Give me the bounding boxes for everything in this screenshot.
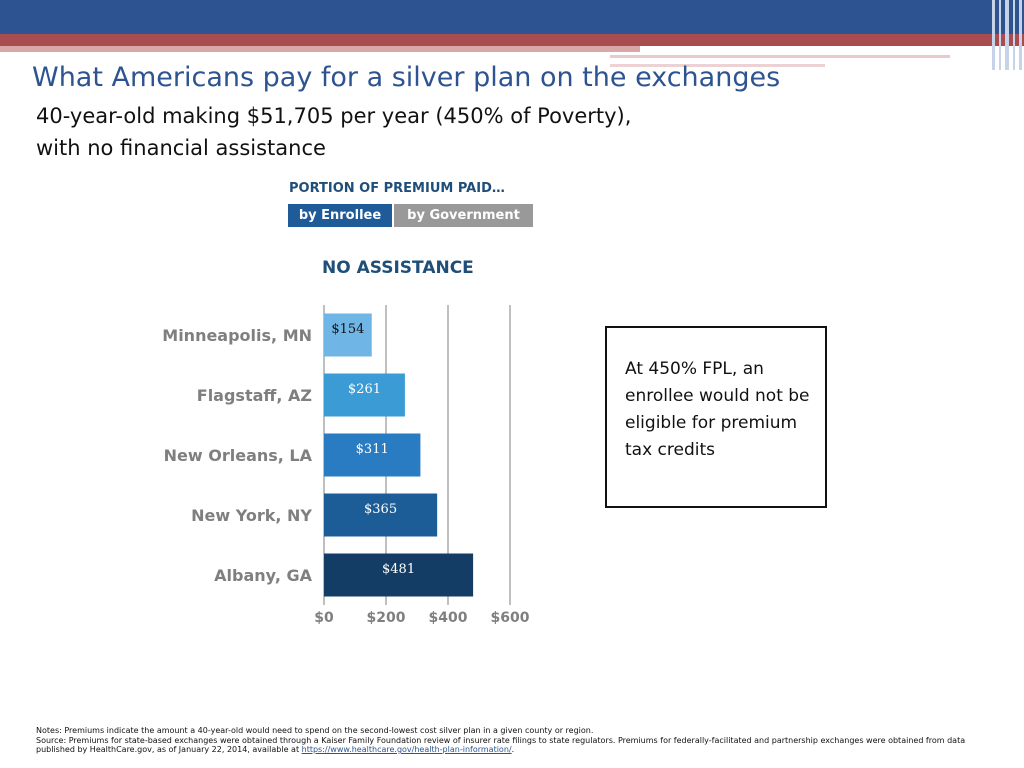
category-label: Minneapolis, MN (162, 326, 312, 345)
tick-label: $0 (314, 610, 334, 626)
bar (324, 313, 372, 357)
footnote: Notes: Premiums indicate the amount a 40… (36, 726, 986, 755)
header-band (0, 0, 1024, 34)
header-accent-strip (0, 46, 640, 52)
data-label: $481 (382, 562, 415, 577)
bar (324, 553, 474, 597)
category-label: New Orleans, LA (164, 446, 313, 465)
header-rule (610, 55, 950, 58)
bar-chart: $154 Minneapolis, MN $261 Flagstaff, AZ $311… (162, 305, 530, 626)
category-label: New York, NY (191, 506, 312, 525)
chart-title: NO ASSISTANCE (322, 258, 474, 278)
page-title: What Americans pay for a silver plan on … (32, 62, 781, 93)
tick-label: $400 (429, 610, 468, 626)
tick-label: $600 (491, 610, 530, 626)
header-accent-band (0, 34, 1024, 46)
footnote-end: . (511, 745, 515, 754)
category-label: Flagstaff, AZ (197, 386, 312, 405)
legend-enrollee: by Enrollee (288, 204, 392, 227)
footnote-source-text: Source: Premiums for state-based exchang… (36, 735, 966, 755)
subtitle-line-1: 40-year-old making $51,705 per year (450… (36, 104, 632, 128)
legend-government: by Government (394, 204, 533, 227)
category-label: Albany, GA (214, 566, 312, 585)
page-subtitle: 40-year-old making $51,705 per year (450… (36, 100, 631, 164)
bar (324, 433, 421, 477)
data-label: $154 (331, 322, 364, 337)
bar (324, 493, 438, 537)
tick-label: $200 (367, 610, 406, 626)
data-label: $365 (364, 502, 397, 517)
legend-heading: PORTION OF PREMIUM PAID… (289, 181, 505, 196)
header-stripes (990, 0, 1024, 70)
data-label: $311 (356, 442, 389, 457)
footnote-source: Source: Premiums for state-based exchang… (36, 736, 986, 755)
callout-box: At 450% FPL, an enrollee would not be el… (605, 326, 827, 508)
footnote-notes: Notes: Premiums indicate the amount a 40… (36, 726, 594, 735)
bar (324, 373, 405, 417)
data-label: $261 (348, 382, 381, 397)
footnote-link[interactable]: https://www.healthcare.gov/health-plan-i… (301, 745, 512, 754)
subtitle-line-2: with no financial assistance (36, 136, 326, 160)
header-rule-short (610, 64, 825, 67)
